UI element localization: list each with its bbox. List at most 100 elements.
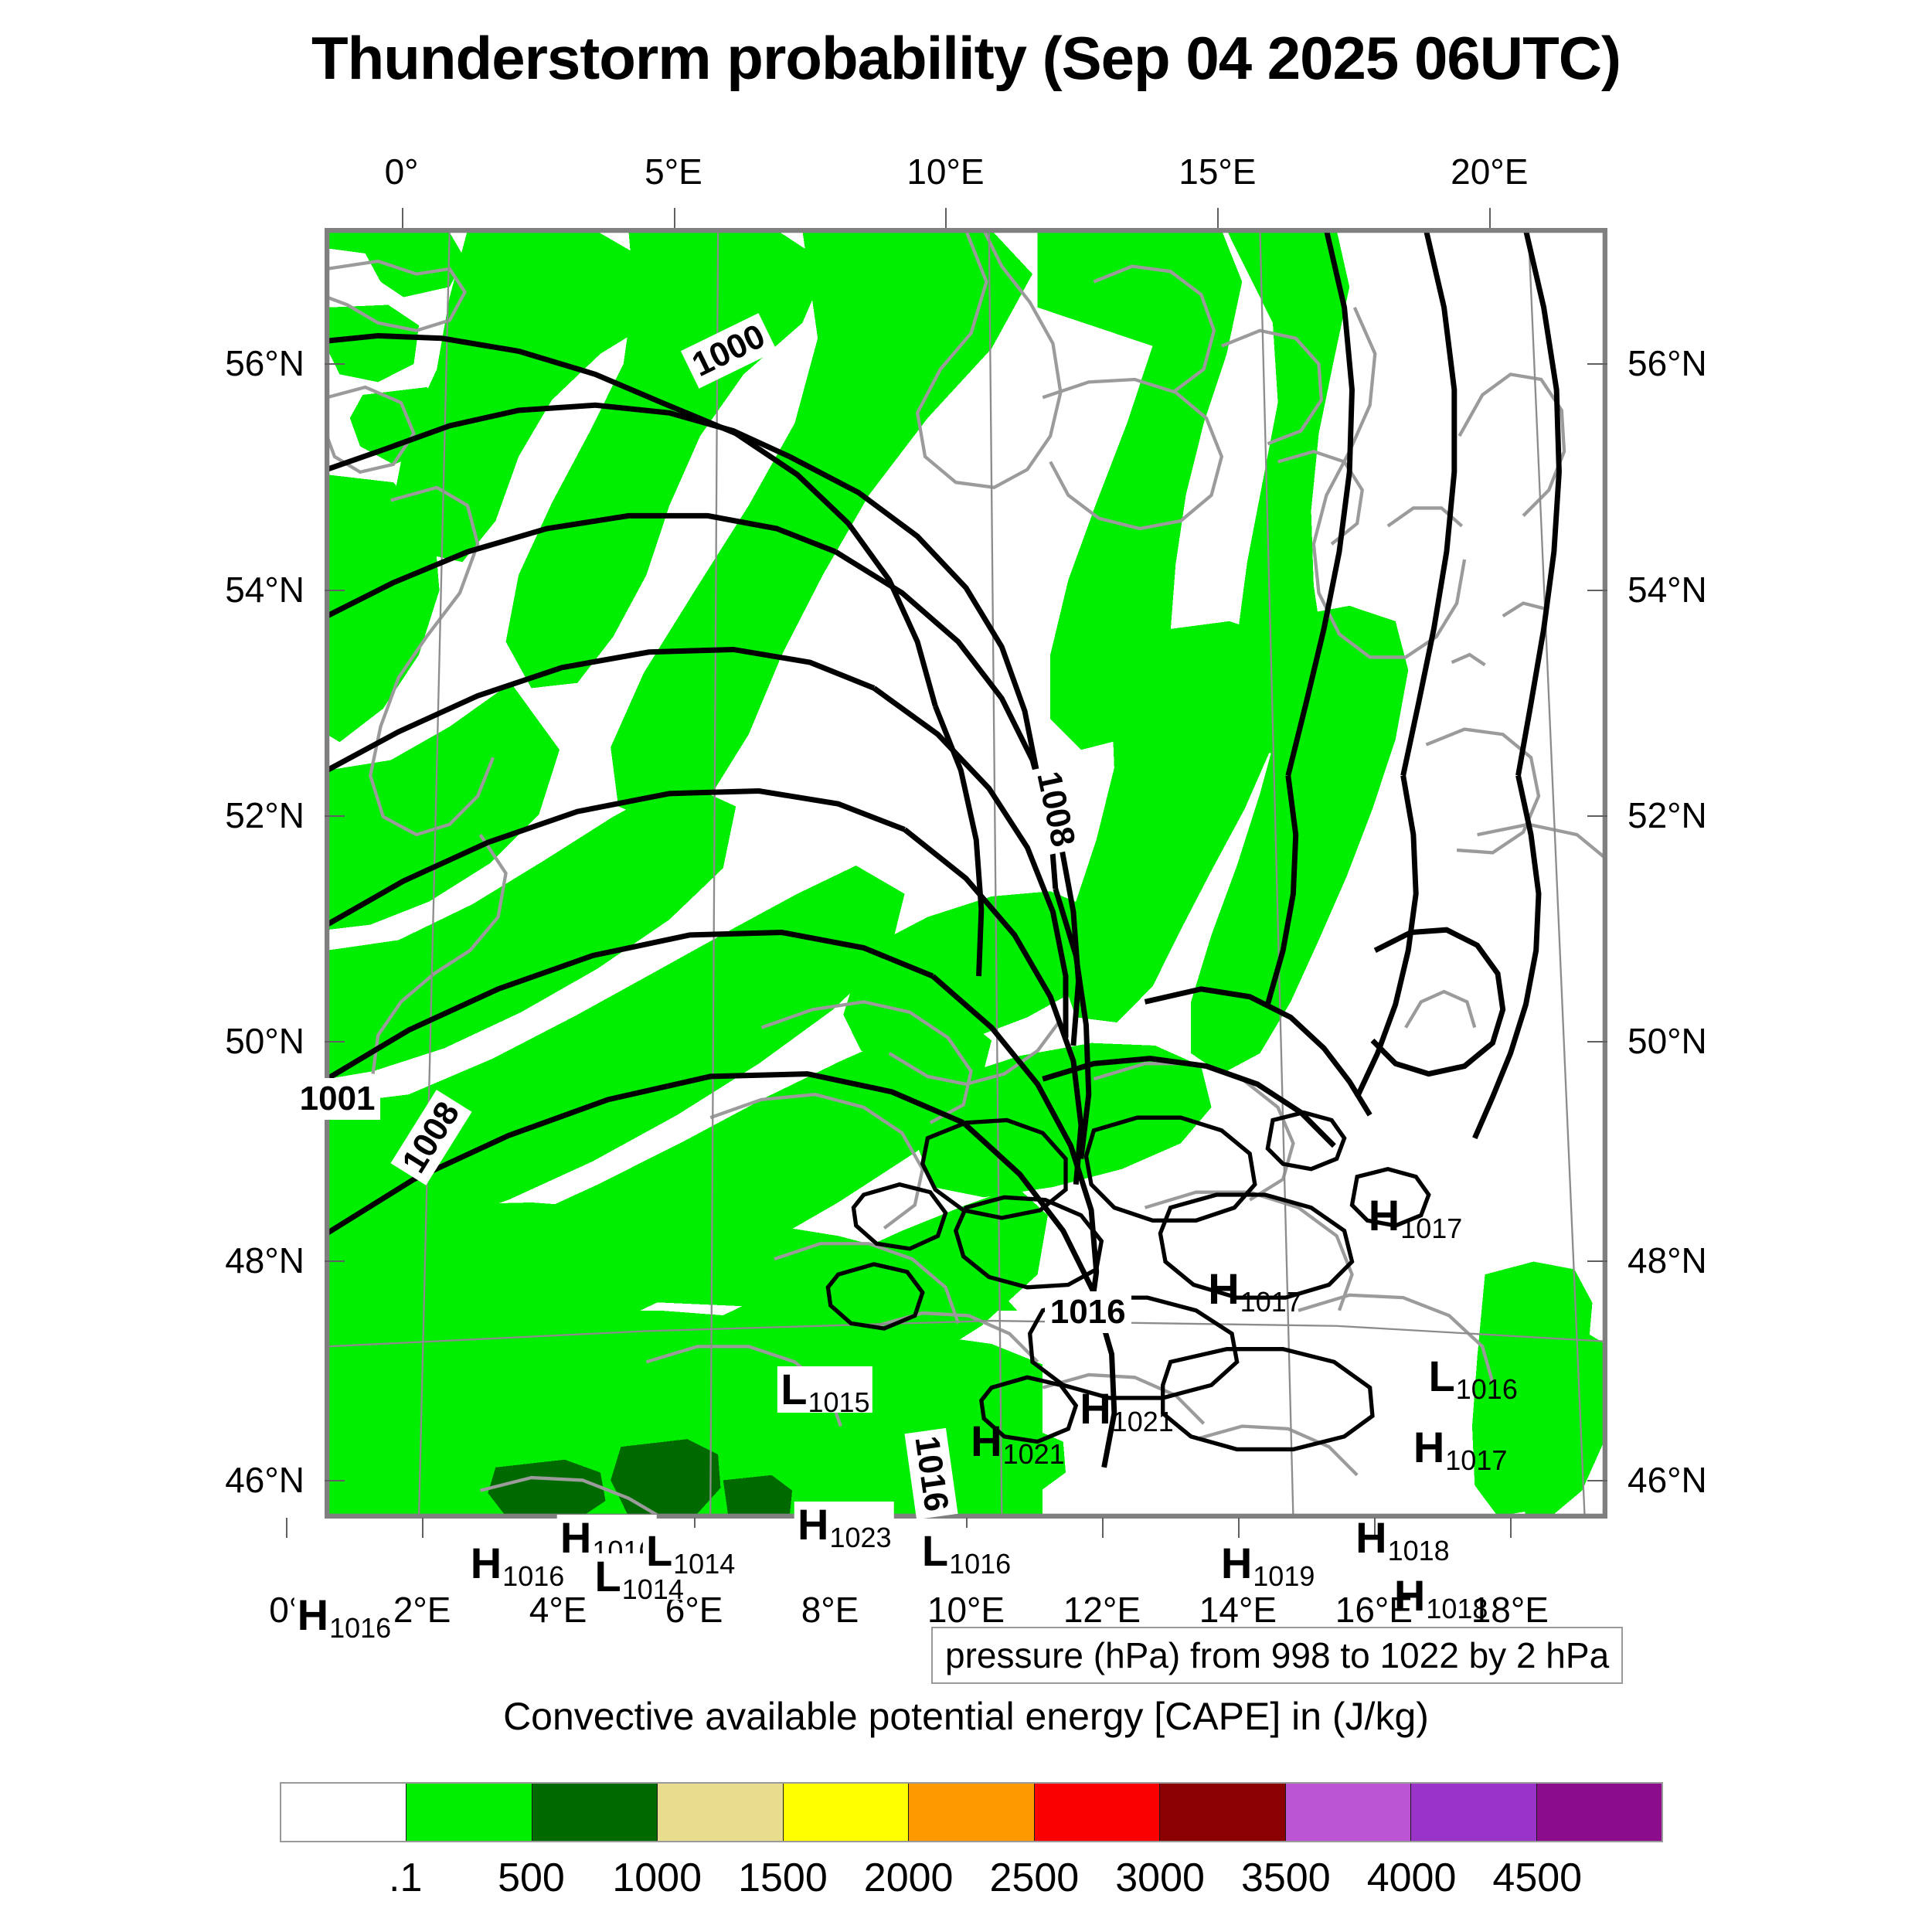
high-center-1016-16: H1016 [294, 1590, 394, 1642]
colorbar-swatch-8[interactable] [1285, 1784, 1412, 1841]
high-center-1016-10: H1016 [467, 1540, 567, 1590]
lat-tick-mark-right [1587, 589, 1607, 591]
lon-tick-bottom-14E: 14°E [1199, 1590, 1277, 1630]
pressure-center-value: 1016 [1455, 1373, 1518, 1406]
lon-tick-top-15E: 15°E [1179, 151, 1257, 192]
lat-tick-mark-left [325, 1260, 345, 1262]
lon-tick-mark-bottom [1237, 1518, 1240, 1538]
isobar-label-1008-3: 1008 [390, 1090, 472, 1186]
colorbar-swatch-0[interactable] [281, 1784, 407, 1841]
lon-tick-top-10E: 10°E [906, 151, 985, 192]
lat-tick-mark-right [1587, 363, 1607, 366]
colorbar-swatch-6[interactable] [1034, 1784, 1161, 1841]
pressure-center-value: 1014 [621, 1573, 684, 1606]
pressure-center-value: 1021 [1002, 1437, 1065, 1470]
weather-map[interactable] [325, 228, 1607, 1519]
high-center-1017-1: H1017 [1205, 1266, 1304, 1315]
lon-tick-bottom-4E: 4°E [529, 1590, 587, 1630]
high-center-1018-15: H1018 [1391, 1571, 1491, 1623]
pressure-center-letter: H [798, 1500, 829, 1549]
lat-tick-right-54N: 54°N [1628, 569, 1707, 610]
pressure-center-value: 1015 [808, 1386, 870, 1418]
colorbar-swatch-7[interactable] [1160, 1784, 1286, 1841]
lat-tick-right-56N: 56°N [1628, 343, 1707, 384]
pressure-center-letter: H [1413, 1423, 1445, 1472]
pressure-center-value: 1019 [1253, 1560, 1315, 1593]
lon-tick-mark-top [945, 208, 947, 228]
pressure-center-value: 1016 [329, 1612, 392, 1645]
lon-tick-mark-bottom [1101, 1518, 1104, 1538]
lon-tick-mark-bottom [1509, 1518, 1512, 1538]
colorbar-tick-3500: 3500 [1240, 1855, 1331, 1900]
top-longitude-axis: 0° 5°E 10°E 15°E 20°E [325, 151, 1607, 228]
bottom-longitude-axis: 0° 2°E 4°E 6°E 8°E 10°E 12°E 14°E 16°E 18°E [269, 1518, 1607, 1630]
colorbar-tick-1000: 1000 [612, 1855, 702, 1900]
lon-tick-mark-bottom [286, 1518, 288, 1538]
colorbar-tick-4500: 4500 [1492, 1855, 1583, 1900]
pressure-center-value: 1017 [1445, 1444, 1508, 1477]
lat-tick-mark-right [1587, 1041, 1607, 1043]
pressure-center-value: 1018 [1387, 1535, 1450, 1567]
pressure-interval-note: pressure (hPa) from 998 to 1022 by 2 hPa [931, 1627, 1624, 1684]
colorbar-swatch-3[interactable] [658, 1784, 784, 1841]
lat-tick-mark-left [325, 1041, 345, 1043]
high-center-1017-0: H1017 [1366, 1192, 1465, 1242]
lat-tick-mark-left [325, 815, 345, 817]
lat-tick-left-56N: 56°N [225, 343, 304, 384]
isobar-label-1016-5: 1016 [904, 1427, 958, 1519]
isobar-label-1000-0: 1000 [680, 312, 777, 389]
lon-tick-bottom-10E: 10°E [927, 1590, 1005, 1630]
colorbar-tick-3000: 3000 [1115, 1855, 1205, 1900]
low-center-1016-9: L1016 [918, 1527, 1014, 1577]
pressure-center-letter: H [560, 1513, 592, 1563]
low-center-1016-2: L1016 [1426, 1352, 1520, 1403]
colorbar-tick-500: 500 [498, 1855, 565, 1900]
colorbar-swatch-9[interactable] [1411, 1784, 1537, 1841]
lat-tick-left-48N: 48°N [225, 1240, 304, 1281]
lat-tick-right-50N: 50°N [1628, 1021, 1707, 1062]
right-latitude-axis: 56°N 54°N 52°N 50°N 48°N 46°N [1587, 228, 1855, 1519]
lat-tick-mark-right [1587, 815, 1607, 817]
colorbar-tick-p1: .1 [389, 1855, 423, 1900]
lon-tick-mark-top [401, 208, 403, 228]
low-center-1015-3: L1015 [777, 1365, 872, 1417]
colorbar-swatch-4[interactable] [783, 1784, 910, 1841]
lat-tick-right-52N: 52°N [1628, 794, 1707, 835]
lat-tick-right-48N: 48°N [1628, 1240, 1707, 1281]
left-latitude-axis: 56°N 54°N 52°N 50°N 48°N 46°N [93, 228, 345, 1519]
lat-tick-left-50N: 50°N [225, 1021, 304, 1062]
pressure-center-letter: H [1220, 1539, 1253, 1588]
lat-tick-left-54N: 54°N [225, 569, 304, 610]
colorbar-tick-labels: .1 500 1000 1500 2000 2500 3000 3500 4000 4500 [280, 1855, 1663, 1909]
low-center-1014-13: L1014 [642, 1527, 738, 1577]
lon-tick-mark-top [1489, 208, 1492, 228]
map-canvas [327, 230, 1605, 1516]
lon-tick-bottom-18E: 18°E [1471, 1590, 1549, 1630]
pressure-center-letter: L [781, 1365, 808, 1413]
pressure-center-letter: H [1080, 1384, 1111, 1434]
isobar-label-1016-4: 1016 [1044, 1291, 1131, 1333]
pressure-center-letter: H [297, 1590, 329, 1640]
pressure-center-letter: H [1355, 1513, 1387, 1563]
colorbar-swatch-2[interactable] [532, 1784, 658, 1841]
pressure-center-value: 1016 [949, 1547, 1012, 1580]
lon-tick-bottom-2E: 2°E [393, 1590, 451, 1630]
pressure-center-letter: H [1393, 1571, 1426, 1621]
lon-tick-bottom-8E: 8°E [801, 1590, 859, 1630]
graticule [327, 230, 1605, 1516]
lon-tick-top-5E: 5°E [645, 151, 702, 192]
lon-tick-top-0: 0° [384, 151, 419, 192]
isobar-label-1001-2: 1001 [294, 1078, 381, 1121]
high-center-1019-14: H1019 [1218, 1539, 1318, 1590]
colorbar-swatch-5[interactable] [909, 1784, 1035, 1841]
high-center-1018-8: H1018 [1352, 1513, 1452, 1565]
pressure-center-value: 1018 [1426, 1593, 1488, 1625]
cape-colorbar[interactable] [280, 1782, 1663, 1842]
colorbar-swatch-10[interactable] [1536, 1784, 1662, 1841]
lat-tick-mark-right [1587, 1479, 1607, 1481]
lat-tick-left-46N: 46°N [225, 1459, 304, 1500]
pressure-center-value: 1017 [1240, 1285, 1302, 1318]
map-annotation-layer: 1000 1008 1001 1008 1016 1016 H1017 H1017 L1016 L… [294, 228, 1607, 1642]
pressure-center-letter: L [1428, 1352, 1455, 1401]
colorbar-swatch-1[interactable] [406, 1784, 532, 1841]
